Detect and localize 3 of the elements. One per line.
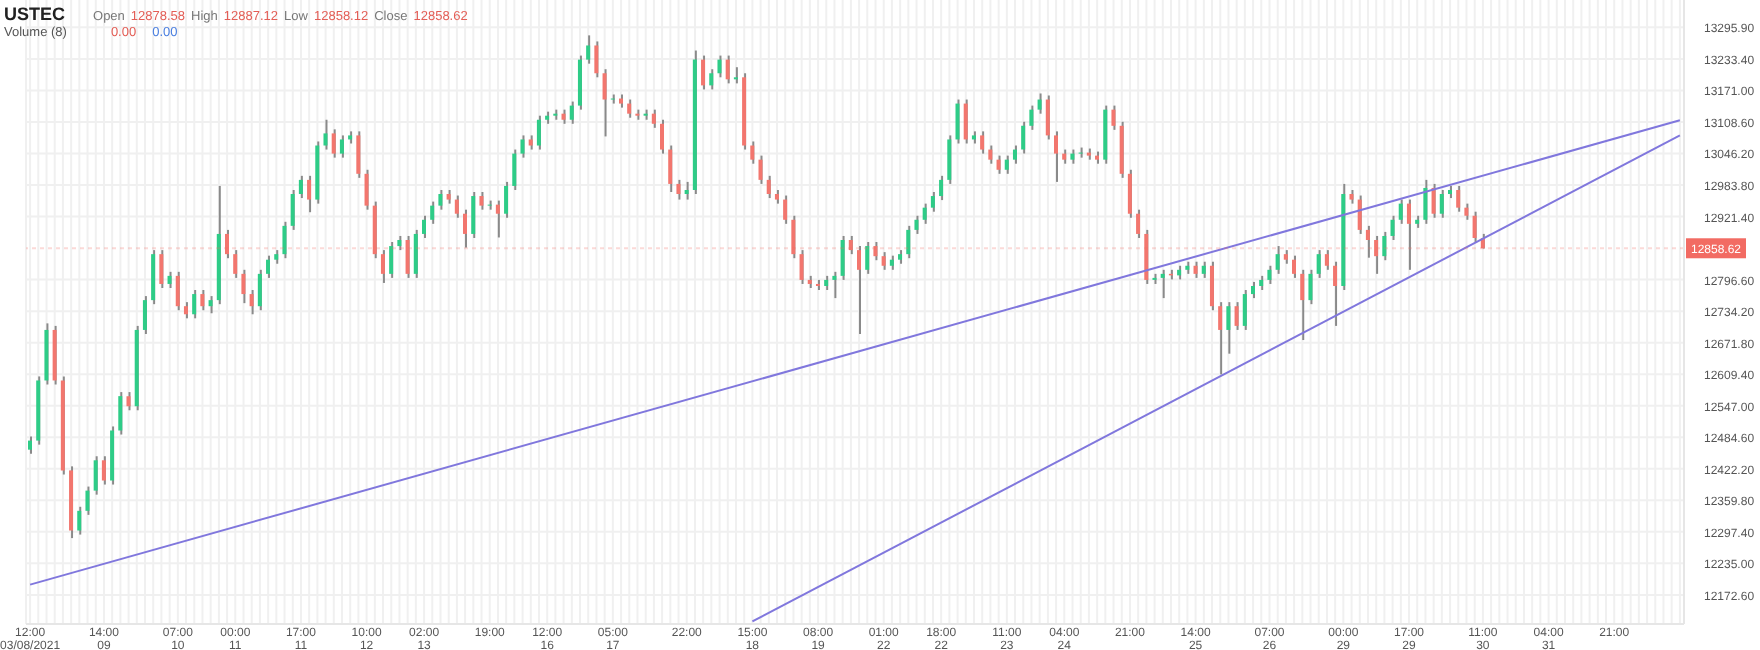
chart-title: USTEC bbox=[4, 4, 66, 24]
candlestick bbox=[1078, 147, 1083, 158]
candlestick bbox=[610, 94, 615, 104]
